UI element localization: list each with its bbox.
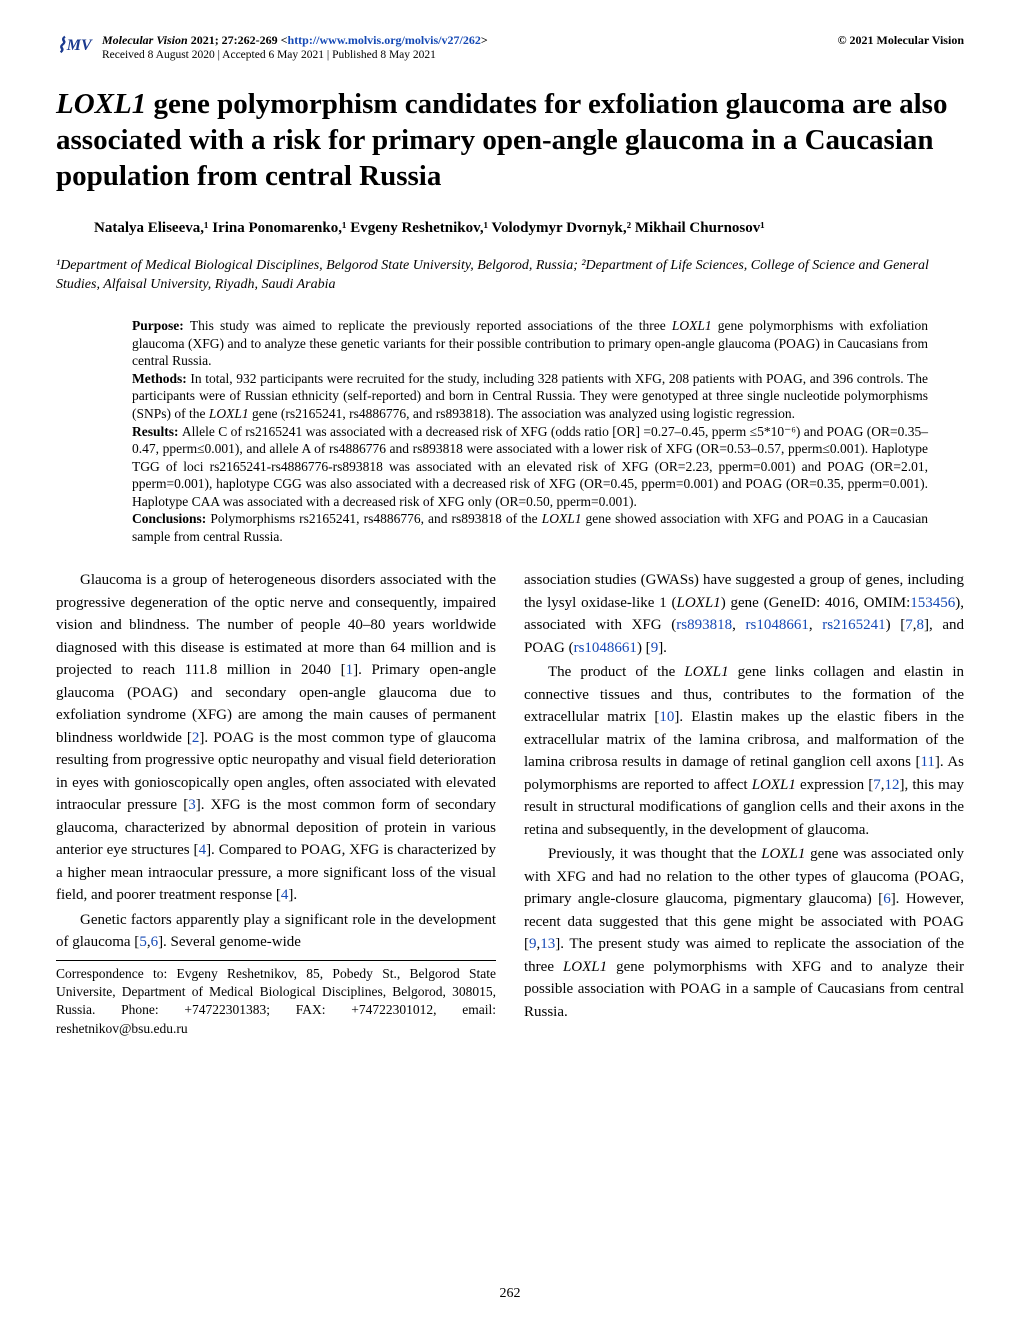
citation-text: 2021; 27:262-269 < [188, 33, 288, 47]
header-meta: Molecular Vision 2021; 27:262-269 <http:… [102, 32, 964, 64]
page-number: 262 [0, 1286, 1020, 1302]
left-column: Glaucoma is a group of heterogeneous dis… [56, 569, 496, 1037]
body-p2: Genetic factors apparently play a signif… [56, 909, 496, 954]
ref-6-link[interactable]: 6 [151, 934, 159, 950]
body-p5: Previously, it was thought that the LOXL… [524, 843, 964, 1023]
copyright: © 2021 Molecular Vision [838, 32, 964, 48]
correspondence-divider [56, 960, 496, 961]
ref-6b-link[interactable]: 6 [883, 891, 891, 907]
ref-7b-link[interactable]: 7 [873, 777, 881, 793]
abstract-purpose: Purpose: This study was aimed to replica… [132, 317, 928, 370]
ref-8-link[interactable]: 8 [916, 617, 924, 633]
title-text: gene polymorphism candidates for exfolia… [56, 88, 947, 193]
received-dates: Received 8 August 2020 | Accepted 6 May … [102, 48, 964, 64]
body-p3: association studies (GWASs) have suggest… [524, 569, 964, 659]
rs-link-2[interactable]: rs1048661 [746, 617, 809, 633]
abstract-conclusions: Conclusions: Polymorphisms rs2165241, rs… [132, 510, 928, 545]
ref-10-link[interactable]: 10 [659, 709, 674, 725]
correspondence: Correspondence to: Evgeny Reshetnikov, 8… [56, 965, 496, 1038]
body-p1: Glaucoma is a group of heterogeneous dis… [56, 569, 496, 907]
rs-link-1[interactable]: rs893818 [676, 617, 732, 633]
journal-logo: ⌇MV [56, 32, 94, 60]
right-column: association studies (GWASs) have suggest… [524, 569, 964, 1037]
ref-1-link[interactable]: 1 [346, 662, 354, 678]
ref-9b-link[interactable]: 9 [529, 936, 537, 952]
authors: Natalya Eliseeva,¹ Irina Ponomarenko,¹ E… [94, 220, 964, 237]
abstract-results: Results: Allele C of rs2165241 was assoc… [132, 423, 928, 511]
rs-link-4[interactable]: rs1048661 [574, 640, 637, 656]
rs-link-3[interactable]: rs2165241 [822, 617, 885, 633]
article-title: LOXL1 gene polymorphism candidates for e… [56, 86, 964, 195]
abstract-methods: Methods: In total, 932 participants were… [132, 370, 928, 423]
journal-name: Molecular Vision [102, 33, 188, 47]
omim-link[interactable]: 153456 [910, 595, 955, 611]
journal-url-link[interactable]: http://www.molvis.org/molvis/v27/262 [288, 33, 481, 47]
ref-11-link[interactable]: 11 [920, 754, 934, 770]
ref-12-link[interactable]: 12 [885, 777, 900, 793]
ref-3-link[interactable]: 3 [188, 797, 196, 813]
citation: Molecular Vision 2021; 27:262-269 <http:… [102, 32, 488, 48]
header: ⌇MV Molecular Vision 2021; 27:262-269 <h… [56, 32, 964, 64]
citation-close: > [481, 33, 488, 47]
ref-5-link[interactable]: 5 [139, 934, 147, 950]
abstract: Purpose: This study was aimed to replica… [132, 317, 928, 545]
body-text: Glaucoma is a group of heterogeneous dis… [56, 569, 964, 1037]
title-gene: LOXL1 [56, 88, 146, 120]
ref-13-link[interactable]: 13 [540, 936, 555, 952]
ref-4-link[interactable]: 4 [199, 842, 207, 858]
logo-swoosh-icon: ⌇ [56, 36, 66, 56]
ref-7-link[interactable]: 7 [905, 617, 913, 633]
body-p4: The product of the LOXL1 gene links coll… [524, 661, 964, 841]
affiliations: ¹Department of Medical Biological Discip… [56, 257, 964, 295]
